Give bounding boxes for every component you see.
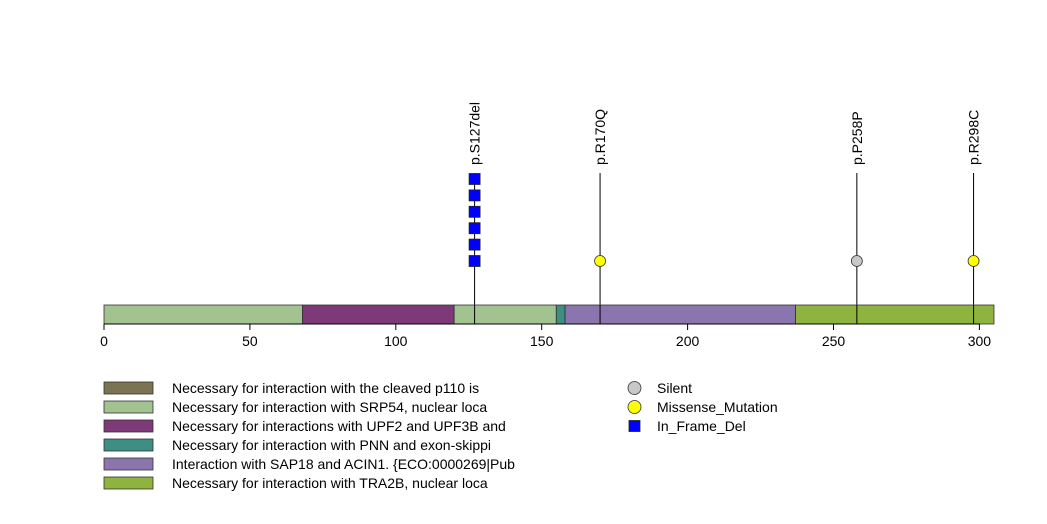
legend-domain-swatch	[103, 419, 154, 433]
legend-domain-label: Necessary for interaction with the cleav…	[172, 380, 479, 396]
silent-marker	[850, 255, 863, 267]
legend-domain-swatch	[103, 457, 154, 471]
missense-marker	[967, 255, 980, 267]
in-frame-del-marker	[468, 173, 481, 185]
in-frame-del-marker	[468, 238, 481, 251]
lollipop-stems	[474, 173, 975, 324]
domain-segment	[103, 304, 303, 325]
legend-mutation-swatch	[627, 400, 642, 414]
domain-segment	[302, 304, 455, 325]
legend-domain-label: Necessary for interactions with UPF2 and…	[172, 418, 506, 434]
legend-mutation-swatch	[627, 381, 642, 395]
x-tick-label: 150	[530, 333, 554, 349]
missense-marker	[594, 255, 606, 267]
domain-segment	[555, 304, 566, 325]
x-tick-label: 100	[384, 333, 408, 349]
legend-domain-label: Interaction with SAP18 and ACIN1. {ECO:0…	[172, 456, 515, 472]
domain-segment	[453, 304, 557, 325]
mutation-label: p.R170Q	[592, 109, 608, 165]
x-tick-label: 300	[968, 333, 992, 349]
mutation-label: p.P258P	[849, 111, 865, 165]
protein-domain-track	[103, 304, 995, 325]
legend: Necessary for interaction with the cleav…	[103, 380, 778, 491]
mutation-labels: p.S127del p.R170Q p.P258P p.R298C	[467, 102, 982, 165]
in-frame-del-marker	[468, 255, 481, 267]
legend-mutation-label: Silent	[657, 380, 692, 396]
legend-mutation-swatch	[628, 420, 641, 432]
mutation-markers	[468, 173, 980, 267]
legend-domain-swatch	[103, 381, 154, 395]
in-frame-del-marker	[468, 189, 481, 202]
x-tick-label: 50	[242, 333, 258, 349]
in-frame-del-marker	[468, 222, 481, 235]
x-axis: 0 50 100 150 200 250 300	[100, 323, 992, 349]
mutation-label: p.R298C	[966, 110, 982, 165]
x-tick-label: 250	[822, 333, 846, 349]
mutation-label: p.S127del	[467, 102, 483, 165]
domain-segment	[795, 304, 995, 325]
legend-domain-swatch	[103, 400, 154, 414]
legend-mutation-label: Missense_Mutation	[657, 399, 778, 415]
legend-domain-swatch	[103, 438, 154, 452]
in-frame-del-marker	[468, 205, 481, 218]
legend-mutation-label: In_Frame_Del	[657, 418, 746, 434]
legend-domain-label: Necessary for interaction with TRA2B, nu…	[172, 475, 488, 491]
legend-domain-swatch	[103, 476, 154, 490]
x-tick-label: 0	[100, 333, 108, 349]
x-tick-label: 200	[676, 333, 700, 349]
legend-domain-label: Necessary for interaction with SRP54, nu…	[172, 399, 487, 415]
legend-domain-label: Necessary for interaction with PNN and e…	[172, 437, 491, 453]
